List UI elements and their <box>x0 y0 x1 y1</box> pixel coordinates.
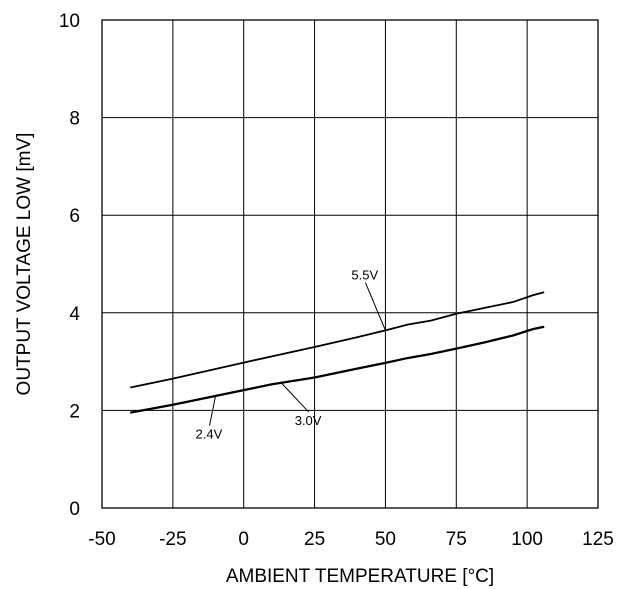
series-line-5.5V <box>130 291 545 389</box>
x-tick-label: 100 <box>511 529 543 550</box>
plot-area <box>101 19 599 509</box>
y-tick-label: 6 <box>69 206 80 227</box>
annotation-label: 2.4V <box>196 427 223 442</box>
annotation-leader <box>209 396 216 426</box>
x-tick-label: -50 <box>88 529 115 550</box>
x-axis-ticks: -50 -25 0 25 50 75 100 125 <box>88 529 614 550</box>
x-tick-label: -25 <box>159 529 186 550</box>
series-line-3.0V <box>130 325 545 414</box>
y-axis-label: OUTPUT VOLTAGE LOW [mV] <box>14 133 35 396</box>
x-tick-label: 0 <box>238 529 249 550</box>
x-axis-label: AMBIENT TEMPERATURE [°C] <box>226 566 494 587</box>
y-tick-label: 10 <box>59 11 80 32</box>
y-tick-label: 8 <box>69 109 80 130</box>
series-line-2.4V <box>130 326 545 414</box>
annotation-label: 3.0V <box>295 413 322 428</box>
y-tick-label: 4 <box>69 304 80 325</box>
x-tick-label: 25 <box>304 529 325 550</box>
annotations: 5.5V 3.0V 2.4V <box>196 268 386 442</box>
annotation-label: 5.5V <box>351 268 378 283</box>
annotation-leader <box>280 381 310 413</box>
x-tick-label: 125 <box>582 529 614 550</box>
y-tick-label: 2 <box>69 401 80 422</box>
annotation-leader <box>364 282 386 331</box>
series-lines <box>130 291 545 414</box>
y-tick-label: 0 <box>69 499 80 520</box>
grid <box>102 20 598 508</box>
y-axis-ticks: 0 2 4 6 8 10 <box>59 11 81 520</box>
x-tick-label: 75 <box>446 529 467 550</box>
x-tick-label: 50 <box>375 529 396 550</box>
